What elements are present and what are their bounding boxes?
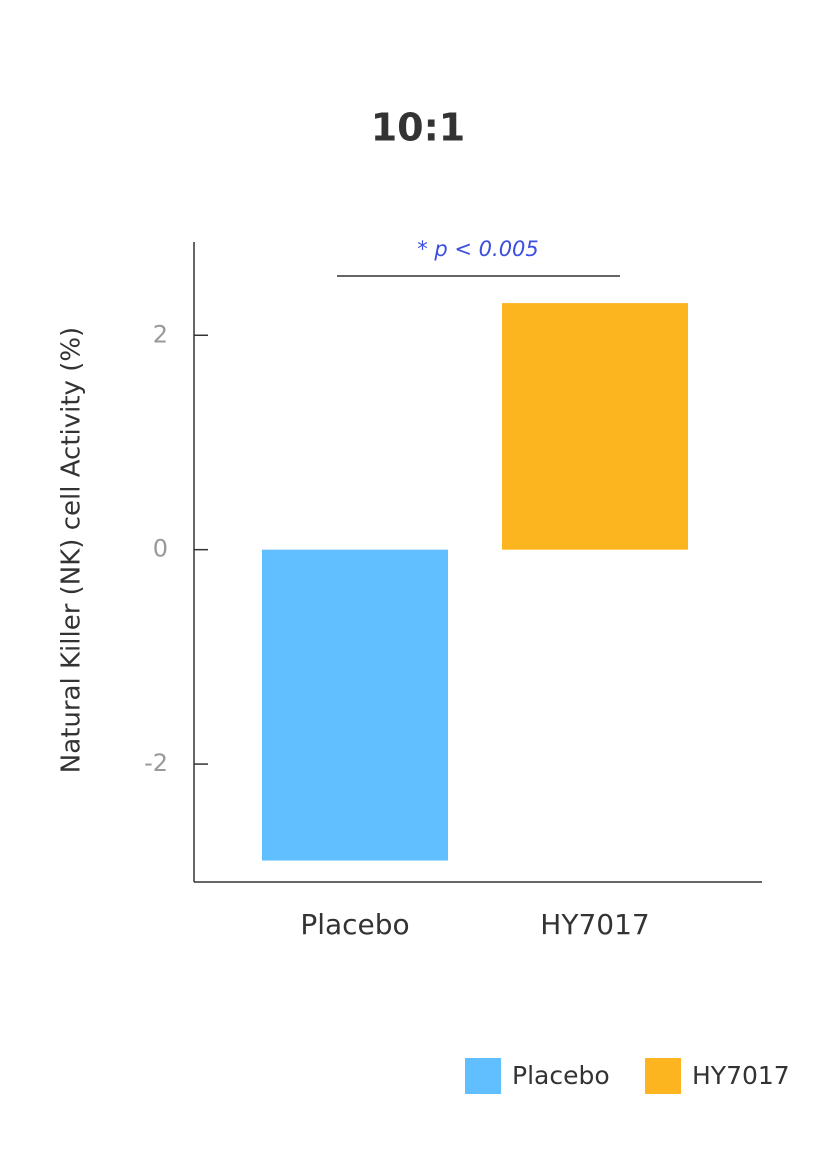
y-axis-label: Natural Killer (NK) cell Activity (%) <box>57 327 87 773</box>
y-tick-label: -2 <box>144 749 168 777</box>
bar <box>262 549 448 861</box>
legend-swatch <box>645 1058 681 1094</box>
y-tick-label: 0 <box>153 535 168 563</box>
x-tick-label: Placebo <box>300 908 409 941</box>
significance-label: * p < 0.005 <box>417 237 539 261</box>
chart-title: 10:1 <box>371 106 466 150</box>
y-tick-label: 2 <box>153 320 168 348</box>
legend-label: Placebo <box>512 1061 610 1090</box>
legend-label: HY7017 <box>692 1061 790 1090</box>
x-tick-label: HY7017 <box>540 908 649 941</box>
legend-swatch <box>465 1058 501 1094</box>
bar <box>502 303 688 550</box>
